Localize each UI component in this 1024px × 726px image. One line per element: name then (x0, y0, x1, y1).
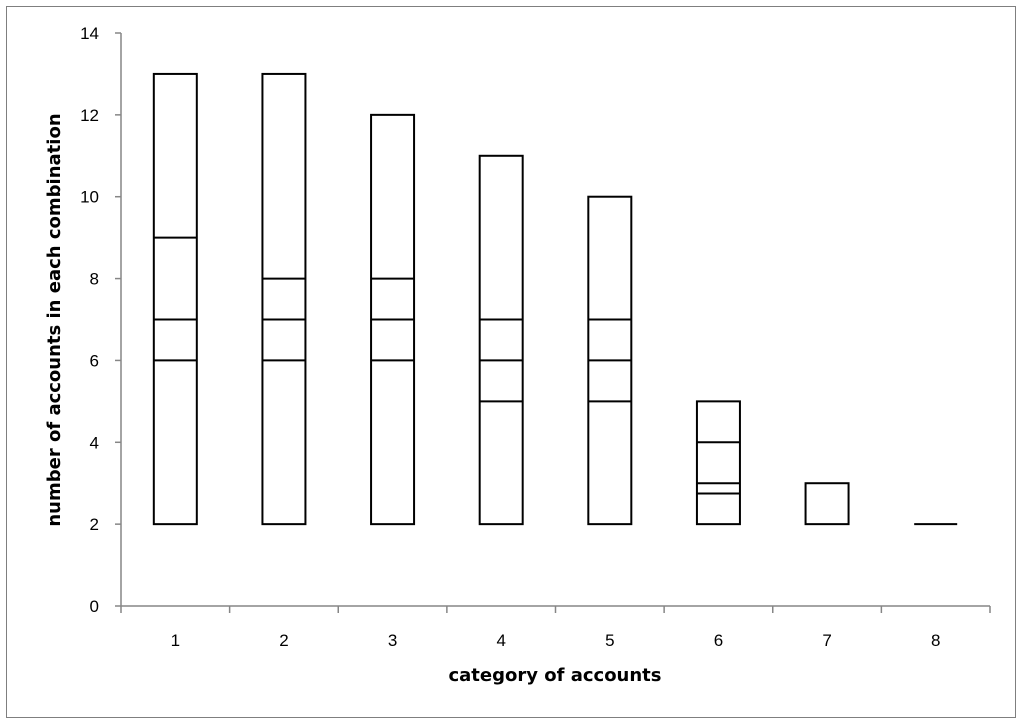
y-tick-label: 2 (90, 515, 99, 534)
y-tick-label: 12 (80, 106, 99, 125)
y-tick-label: 4 (90, 433, 99, 452)
x-tick-label: 1 (171, 631, 180, 650)
box-4 (478, 154, 524, 526)
y-tick-label: 0 (90, 597, 99, 616)
y-tick-label: 10 (80, 188, 99, 207)
x-tick-label: 6 (714, 631, 723, 650)
x-tick-label: 5 (605, 631, 614, 650)
box-2 (261, 72, 307, 526)
box-6 (695, 400, 741, 526)
box-1 (152, 72, 198, 526)
x-axis: 1 2 3 4 5 6 7 8 (120, 605, 991, 650)
x-tick-label: 8 (931, 631, 940, 650)
y-tick-label: 14 (80, 24, 99, 43)
x-tick-label: 4 (496, 631, 505, 650)
y-axis-title: number of accounts in each combination (44, 113, 65, 526)
y-tick-label: 6 (90, 351, 99, 370)
x-tick-label: 7 (822, 631, 831, 650)
x-tick-label: 2 (279, 631, 288, 650)
y-tick-label: 8 (90, 270, 99, 289)
box-7 (804, 482, 850, 526)
x-tick-label: 3 (388, 631, 397, 650)
boxes (152, 72, 958, 526)
y-axis: 0 2 4 6 8 10 12 14 (80, 24, 122, 616)
x-axis-title: category of accounts (448, 665, 661, 686)
